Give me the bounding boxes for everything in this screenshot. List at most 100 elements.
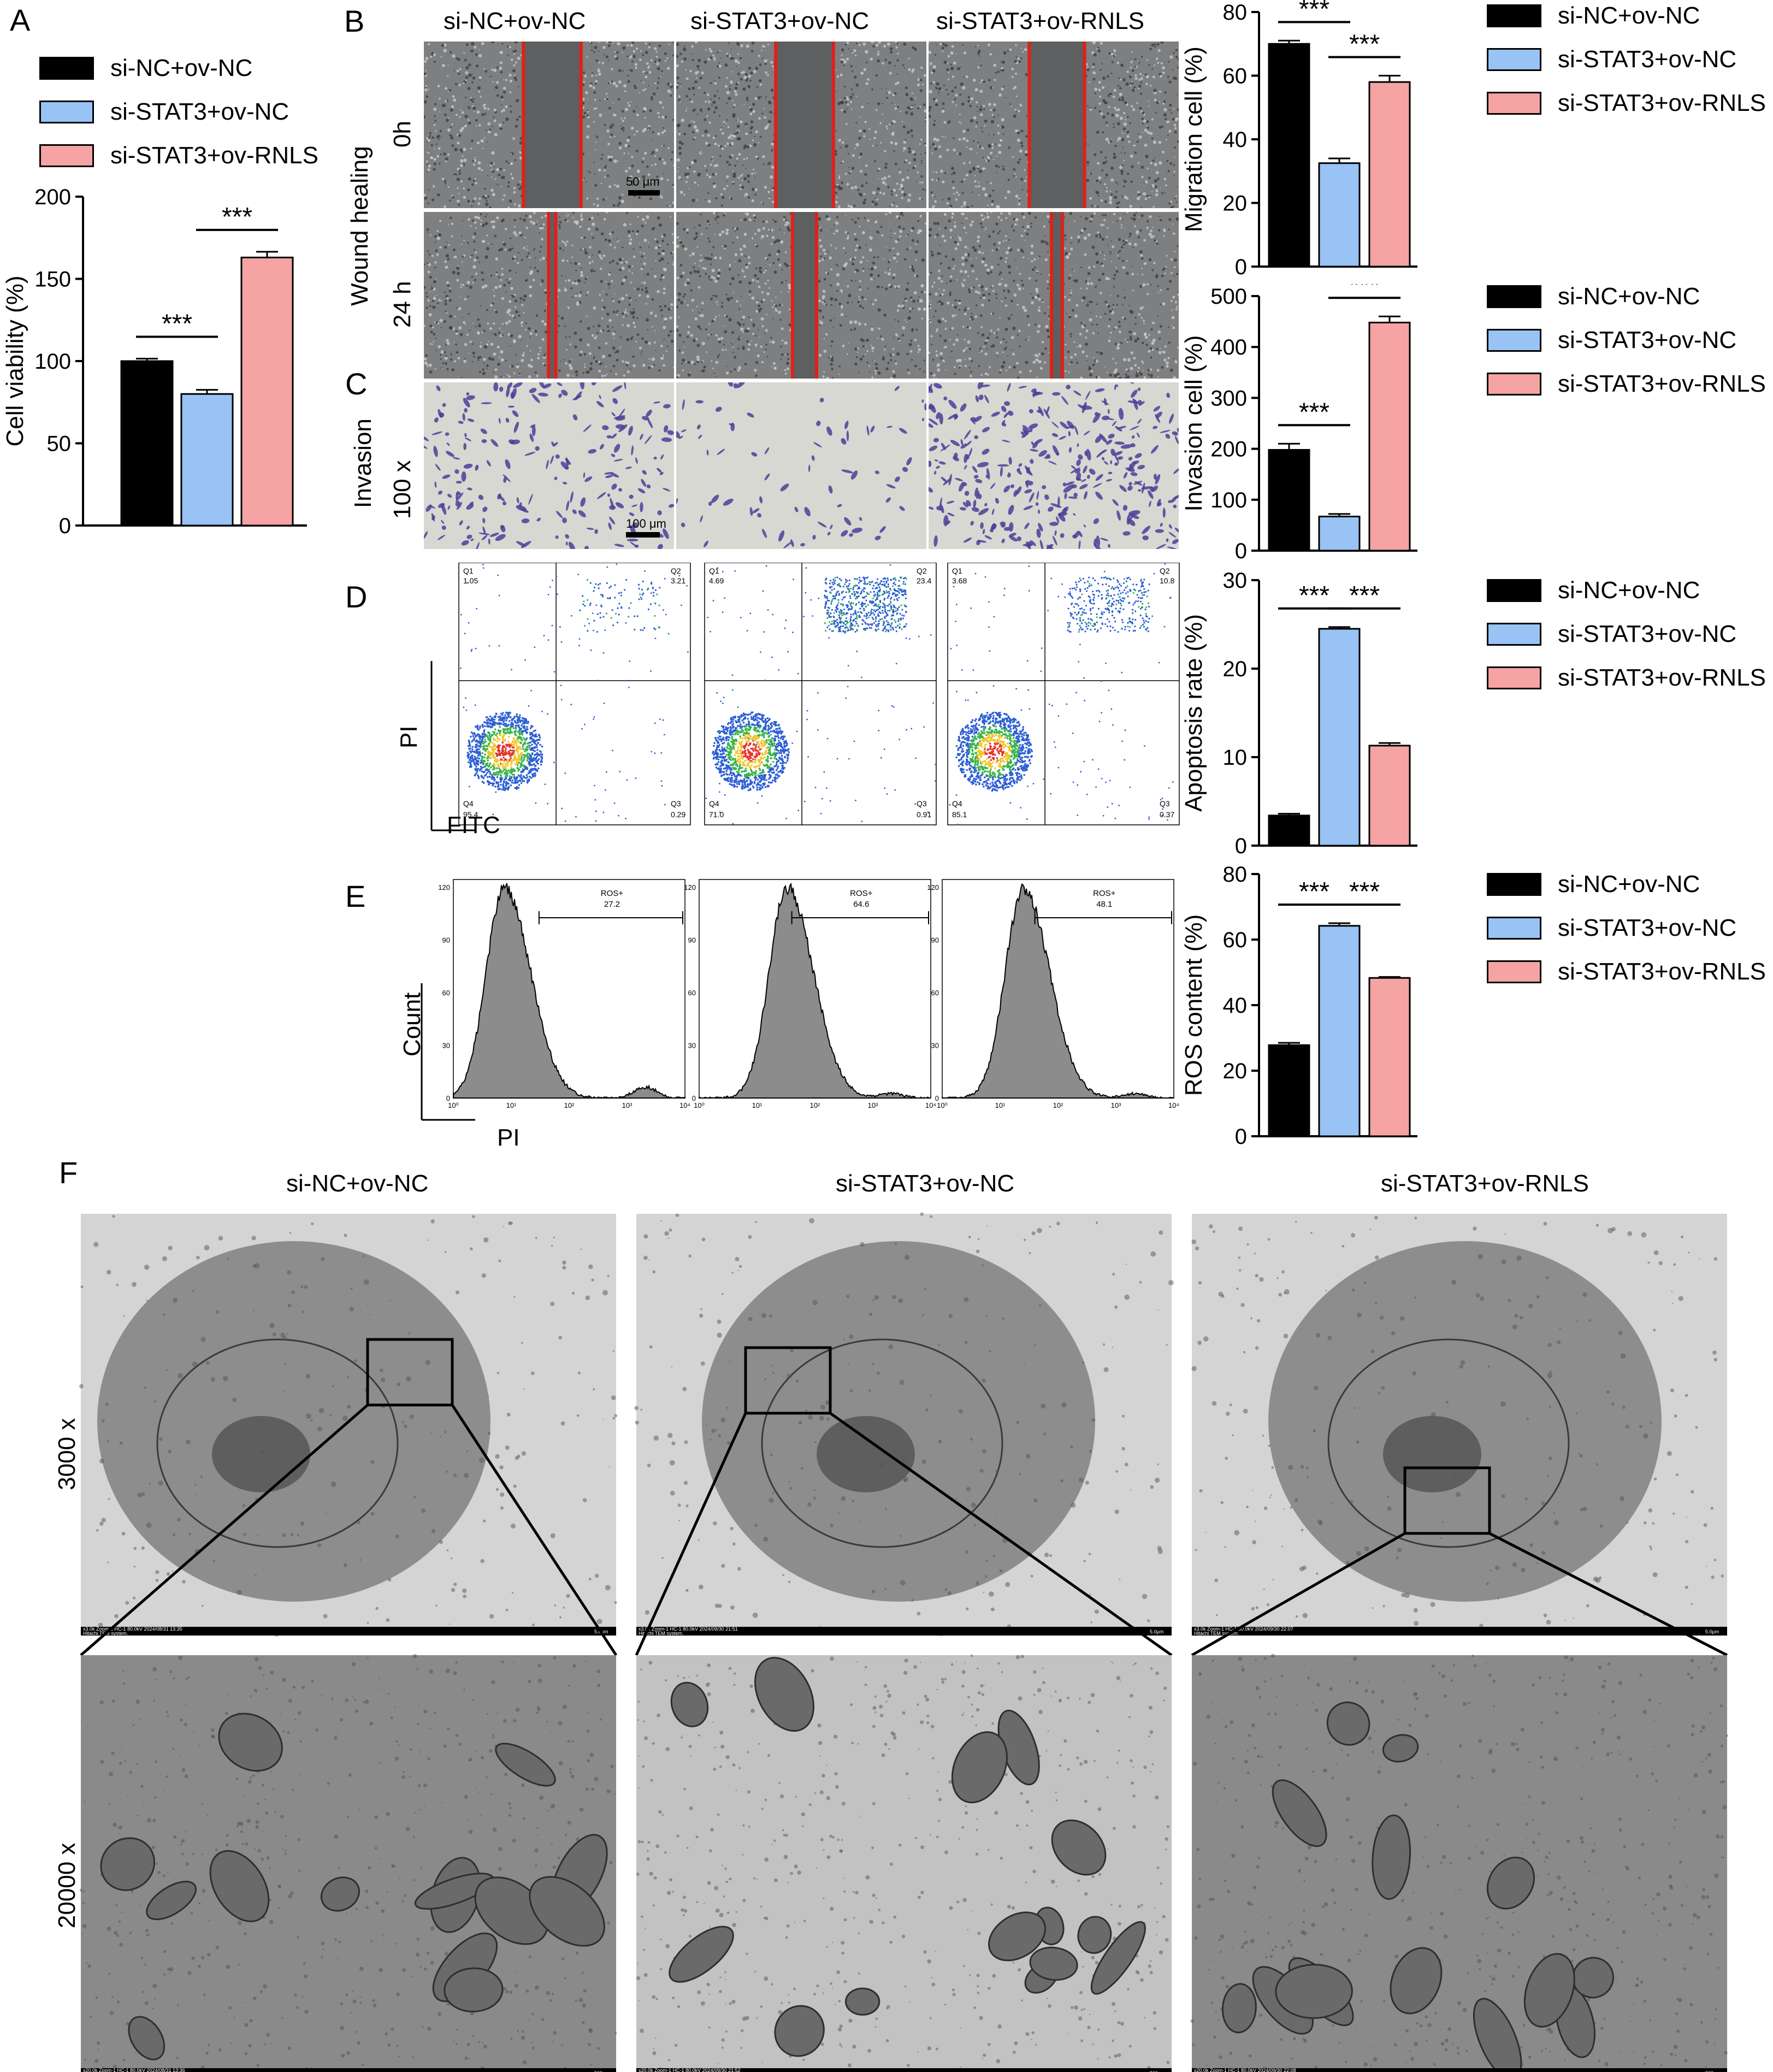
label-wound-healing: Wound healing [346, 146, 373, 306]
bar-3 [1368, 81, 1411, 268]
hist-y-tick: 120 [684, 883, 696, 892]
bar-1 [1268, 1044, 1310, 1137]
zoom-box [366, 1338, 454, 1407]
y-axis-label: Invasion cell (%) [1180, 335, 1207, 512]
quadrant-label: 71.0 [709, 810, 724, 819]
label-0h: 0h [389, 121, 416, 147]
panel-letter-f: F [59, 1155, 78, 1190]
ros-gate-label: ROS+ [1093, 889, 1116, 898]
y-axis-label: Migration cell (%) [1180, 46, 1207, 232]
scalebar-wound [628, 190, 660, 196]
wound-image-24h-3 [929, 212, 1179, 379]
invasion-image-3 [929, 382, 1179, 549]
tem-top-2: x3.0k Zoom-1 HC-1 80.0kV 2024/09/30 21:5… [634, 1212, 1174, 1657]
hist-x-tick: 10⁴ [679, 1101, 690, 1109]
quadrant-label: Q2 [1160, 566, 1170, 575]
y-tick-label: 0 [1235, 539, 1247, 563]
wound-image-0h-1 [424, 42, 674, 208]
label-invasion: Invasion [350, 418, 376, 508]
quadrant-label: 95.4 [463, 810, 478, 819]
hist-x-tick: 10³ [1111, 1101, 1121, 1109]
wound-image-0h-3 [929, 42, 1179, 208]
y-tick-label: 40 [1223, 994, 1248, 1018]
y-tick-label: 20 [1223, 657, 1248, 681]
legend-swatch [39, 57, 94, 80]
hist-x-tick: 10² [810, 1101, 820, 1109]
quadrant-label: 0.29 [671, 810, 685, 819]
y-tick-label: 40 [1223, 128, 1248, 152]
tem-top-3: x3.0k Zoom-1 HC-1 80.0kV 2024/09/30 22:0… [1191, 1214, 1728, 1657]
panel-letter-c: C [345, 367, 368, 401]
y-tick-label: 10 [1223, 746, 1248, 770]
significance-label: *** [1299, 0, 1329, 23]
y-tick-label: 20 [1223, 192, 1248, 216]
legend-label: si-STAT3+ov-NC [110, 98, 289, 125]
quadrant-label: 4.69 [709, 576, 724, 585]
quadrant-label: Q2 [671, 566, 681, 575]
quadrant-label: Q4 [463, 799, 474, 808]
label-pi-axis: PI [395, 725, 422, 748]
legend-label: si-NC+ov-NC [110, 55, 253, 81]
quadrant-label: Q1 [463, 566, 474, 575]
quadrant-label: Q3 [671, 799, 681, 808]
y-tick-label: 0 [1235, 1125, 1247, 1149]
scalebar-invasion [626, 532, 660, 538]
significance-label: *** [1299, 581, 1329, 610]
zoom-line [80, 1404, 369, 1656]
quadrant-label: 1.05 [463, 576, 478, 585]
hist-x-tick: 10⁴ [925, 1101, 936, 1109]
tem-caption: x20.0k Zoom-1 HC-1 80.0kV 2024/08/31 13:… [83, 2068, 185, 2072]
ros-histogram-2: ROS+ 64.6 0 30 60 90 120 10⁰ 10¹ 10² 10³ 10⁴ [684, 879, 936, 1109]
ros-gate-label: ROS+ [850, 889, 873, 898]
bar-2 [1318, 628, 1361, 847]
legend-swatch [1487, 48, 1541, 71]
label-24h: 24 h [389, 281, 416, 328]
wound-image-0h-2 [676, 42, 926, 208]
chart-ros: 0 20 40 60 80 ROS content (%) *** *** [1180, 863, 1417, 1149]
tem-scale-label: 500nm [1705, 2070, 1721, 2072]
significance-label: *** [1349, 30, 1380, 59]
tem-header-1: si-NC+ov-NC [286, 1170, 429, 1197]
legend-swatch [1487, 373, 1541, 395]
tem-scale-label: 5.0μm [1705, 1629, 1719, 1634]
bar-1 [120, 360, 174, 527]
legend-swatch [1487, 666, 1541, 689]
hist-x-tick: 10³ [622, 1101, 633, 1109]
hist-x-tick: 10⁴ [1168, 1101, 1179, 1109]
label-pi-e-axis: PI [497, 1124, 520, 1151]
wound-microscopy [929, 42, 1179, 208]
ros-gate-value: 27.2 [604, 900, 620, 909]
significance-label: *** [1299, 398, 1329, 427]
legend-swatch [1487, 960, 1541, 983]
zoom-line [1488, 1532, 1728, 1657]
y-tick-label: 50 [47, 432, 72, 456]
hist-y-tick: 60 [688, 989, 696, 997]
y-tick-label: 60 [1223, 928, 1248, 952]
hist-y-tick: 30 [688, 1042, 696, 1050]
quadrant-label: 3.68 [952, 576, 967, 585]
invasion-image-1 [424, 382, 674, 549]
hist-y-tick: 30 [442, 1042, 450, 1050]
tem-top-1: x3.0k Zoom-1 HC-1 80.0kV 2024/08/31 13:3… [79, 1214, 618, 1656]
legend-label: si-STAT3+ov-RNLS [1558, 370, 1766, 397]
wound-image-24h-2 [676, 212, 926, 379]
label-fitc-axis: FITC [447, 812, 500, 839]
y-tick-label: 60 [1223, 64, 1248, 88]
invasion-microscopy [424, 382, 674, 549]
hist-y-tick: 0 [446, 1094, 450, 1102]
bar-3 [1368, 321, 1411, 552]
quadrant-label: Q4 [952, 799, 962, 808]
quadrant-label: 0.91 [917, 810, 931, 819]
hist-x-tick: 10² [1053, 1101, 1063, 1109]
hist-y-tick: 120 [438, 883, 450, 892]
significance-label: *** [1349, 581, 1380, 610]
col-header-2: si-STAT3+ov-NC [690, 8, 870, 34]
legend-swatch [1487, 92, 1541, 115]
bar-1 [1268, 448, 1310, 552]
legend-label: si-STAT3+ov-NC [1558, 327, 1737, 353]
hist-x-tick: 10² [564, 1101, 575, 1109]
tem-bottom-3: x20.0k Zoom-1 HC-1 80.0kV 2024/09/30 22:… [1190, 1654, 1729, 2072]
bar-2 [180, 393, 234, 527]
panel-letter-e: E [345, 879, 366, 913]
